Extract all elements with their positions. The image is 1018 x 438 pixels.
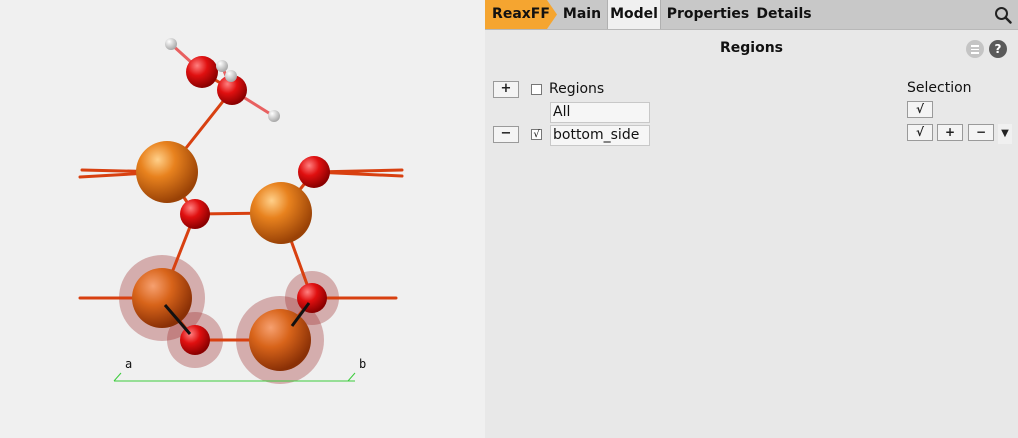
atom-hydrogen[interactable] xyxy=(165,38,177,50)
selection-label: Selection xyxy=(907,80,972,96)
molecule-viewport[interactable]: a b xyxy=(0,0,485,438)
tab-reaxff[interactable]: ReaxFF xyxy=(485,0,557,29)
atom-hydrogen[interactable] xyxy=(268,110,280,122)
remove-region-button[interactable]: − xyxy=(493,126,519,143)
right-panel: ReaxFF Main Model Properties Details Reg… xyxy=(485,0,1018,438)
selection-dropdown-chevron-icon[interactable]: ▼ xyxy=(998,124,1012,144)
atom-oxygen[interactable] xyxy=(217,75,247,105)
regions-header-checkbox[interactable] xyxy=(531,84,542,95)
axis-b-label: b xyxy=(359,357,366,371)
tab-reaxff-background xyxy=(485,0,557,29)
tab-main[interactable]: Main xyxy=(562,6,602,22)
remove-from-region-button[interactable]: − xyxy=(968,124,994,141)
add-region-button[interactable]: + xyxy=(493,81,519,98)
tab-details[interactable]: Details xyxy=(756,6,812,22)
add-to-region-button[interactable]: + xyxy=(937,124,963,141)
regions-header-label: Regions xyxy=(549,81,605,97)
atom-oxygen[interactable] xyxy=(186,56,218,88)
tab-bar: ReaxFF Main Model Properties Details xyxy=(485,0,1018,30)
region-bottom-side-field[interactable]: bottom_side xyxy=(550,125,650,146)
panel-title: Regions xyxy=(719,40,783,56)
atom-aluminum[interactable] xyxy=(136,141,198,203)
atom-oxygen[interactable] xyxy=(298,156,330,188)
menu-icon[interactable] xyxy=(966,40,984,58)
region-all-field[interactable]: All xyxy=(550,102,650,123)
tab-properties[interactable]: Properties xyxy=(666,6,750,22)
tab-model[interactable]: Model xyxy=(607,0,661,29)
bottom-side-checkbox[interactable]: √ xyxy=(531,129,542,140)
atom-aluminum-selected[interactable] xyxy=(132,268,192,328)
select-all-region-button[interactable]: √ xyxy=(907,101,933,118)
atom-aluminum-selected[interactable] xyxy=(249,309,311,371)
axis-a-label: a xyxy=(125,357,132,371)
search-icon[interactable] xyxy=(994,6,1012,24)
atom-oxygen[interactable] xyxy=(180,199,210,229)
atom-oxygen-selected[interactable] xyxy=(297,283,327,313)
atom-aluminum[interactable] xyxy=(250,182,312,244)
select-bottom-side-button[interactable]: √ xyxy=(907,124,933,141)
atom-hydrogen[interactable] xyxy=(216,60,228,72)
atom-hydrogen[interactable] xyxy=(225,70,237,82)
molecule-scene[interactable]: a b xyxy=(0,0,485,438)
lattice-axes: a b xyxy=(113,357,366,382)
tab-reaxff-label: ReaxFF xyxy=(492,6,550,22)
help-icon[interactable]: ? xyxy=(989,40,1007,58)
